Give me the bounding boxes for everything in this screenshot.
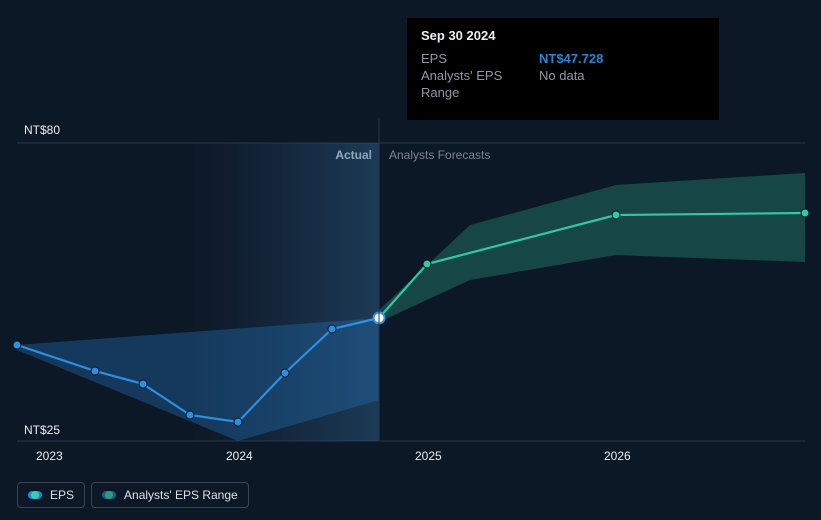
tooltip-date: Sep 30 2024: [421, 28, 705, 45]
legend-item-eps[interactable]: EPS: [17, 482, 85, 508]
tooltip-row-range: Analysts' EPS Range No data: [421, 68, 705, 102]
chart-legend: EPS Analysts' EPS Range: [17, 482, 249, 508]
chart-tooltip: Sep 30 2024 EPS NT$47.728 Analysts' EPS …: [407, 18, 719, 120]
tooltip-row-eps: EPS NT$47.728: [421, 51, 705, 68]
legend-swatch-icon: [102, 491, 116, 499]
tooltip-label: EPS: [421, 51, 539, 68]
legend-label: Analysts' EPS Range: [124, 488, 238, 502]
tooltip-label: Analysts' EPS Range: [421, 68, 539, 102]
legend-label: EPS: [50, 488, 74, 502]
legend-item-range[interactable]: Analysts' EPS Range: [91, 482, 249, 508]
tooltip-value: NT$47.728: [539, 51, 603, 68]
legend-swatch-icon: [28, 491, 42, 499]
tooltip-value: No data: [539, 68, 585, 102]
